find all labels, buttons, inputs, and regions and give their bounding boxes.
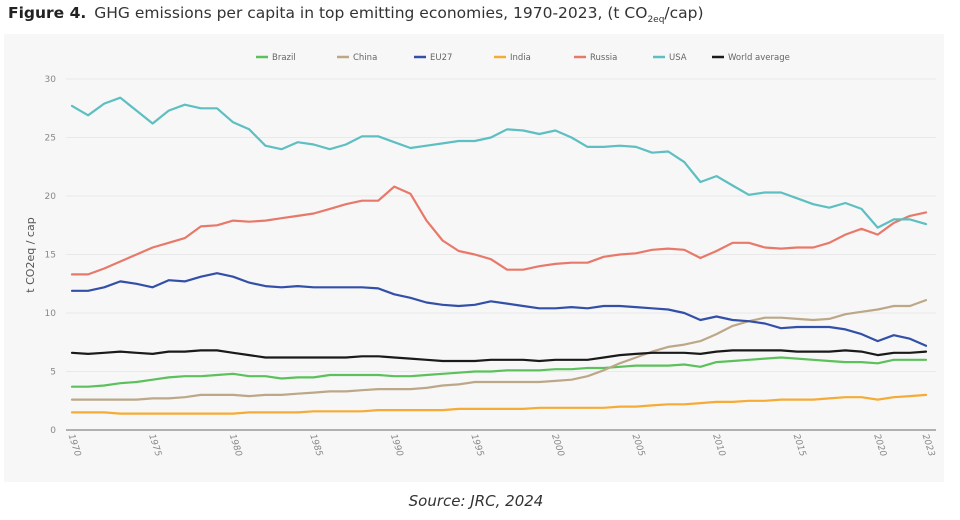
series-line-russia (70, 185, 928, 276)
figure-title: Figure 4. GHG emissions per capita in top… (8, 4, 704, 25)
series-line-eu27 (70, 272, 928, 347)
x-tick-label: 1980 (227, 433, 244, 458)
source-text: Source: JRC, 2024 (408, 492, 544, 510)
legend-item: India (494, 53, 531, 63)
y-tick-label: 20 (45, 192, 57, 202)
chart-panel (4, 34, 944, 482)
line-chart: 0 5 10 15 20 25 30 1970 1975 1980 1985 1990 1995 200… (24, 53, 937, 458)
series-line-india (70, 393, 928, 415)
y-tick-label: 15 (45, 251, 56, 261)
figure-title-text: GHG emissions per capita in top emitting… (94, 4, 648, 22)
legend: Brazil China EU27 India Russia USA World avera… (256, 53, 790, 63)
y-axis-label: t CO2eq / cap (24, 217, 37, 292)
x-axis-ticks: 1970 1975 1980 1985 1990 1995 2000 2005 2010 2015… (66, 433, 937, 458)
x-tick-label: 1975 (146, 433, 163, 458)
x-tick-label: 2015 (791, 433, 808, 458)
y-tick-label: 25 (45, 134, 56, 144)
x-tick-label: 2005 (630, 433, 647, 458)
legend-label: Brazil (272, 53, 296, 63)
legend-item: EU27 (414, 53, 452, 63)
legend-item: World average (712, 53, 790, 63)
series-line-usa (70, 96, 928, 229)
legend-item: Brazil (256, 53, 296, 63)
x-tick-label: 2023 (920, 433, 937, 458)
legend-label: EU27 (430, 53, 452, 63)
x-tick-label: 1985 (307, 433, 324, 458)
legend-label: World average (728, 53, 790, 63)
y-tick-label: 0 (50, 426, 56, 436)
x-tick-label: 2020 (871, 433, 888, 458)
y-tick-label: 10 (45, 309, 57, 319)
legend-item: Russia (574, 53, 617, 63)
legend-label: USA (669, 53, 687, 63)
legend-label: India (510, 53, 531, 63)
series-line-brazil (70, 356, 928, 388)
y-axis-ticks: 0 5 10 15 20 25 30 (45, 75, 57, 436)
figure-title-subscript: 2eq (647, 15, 665, 26)
series-lines (70, 96, 928, 415)
x-tick-label: 2000 (549, 433, 566, 458)
legend-label: Russia (590, 53, 617, 63)
y-tick-label: 5 (50, 368, 56, 378)
legend-item: USA (653, 53, 687, 63)
y-tick-label: 30 (45, 75, 57, 85)
series-line-china (70, 299, 928, 401)
figure-title-unit: /cap) (664, 4, 704, 22)
x-tick-label: 1990 (388, 433, 405, 458)
figure-number: Figure 4. (8, 4, 87, 22)
source-caption: Source: JRC, 2024 (0, 492, 952, 510)
x-tick-label: 1995 (468, 433, 485, 458)
legend-item: China (337, 53, 377, 63)
legend-label: China (353, 53, 377, 63)
x-tick-label: 2010 (710, 433, 727, 458)
series-line-world-average (70, 349, 928, 363)
x-tick-label: 1970 (66, 433, 83, 458)
